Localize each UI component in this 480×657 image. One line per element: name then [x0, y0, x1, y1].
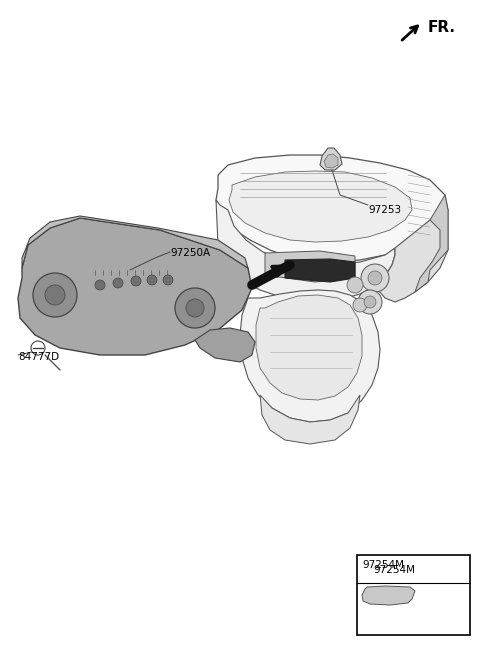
Polygon shape	[415, 195, 448, 292]
Polygon shape	[195, 328, 255, 362]
Polygon shape	[260, 395, 360, 444]
Text: FR.: FR.	[428, 20, 456, 35]
Polygon shape	[285, 259, 355, 282]
Circle shape	[368, 271, 382, 285]
Circle shape	[95, 280, 105, 290]
Circle shape	[358, 290, 382, 314]
Text: 84777D: 84777D	[18, 352, 59, 362]
Text: 97254M: 97254M	[362, 560, 404, 570]
Polygon shape	[378, 210, 448, 302]
Polygon shape	[362, 586, 415, 605]
Circle shape	[113, 278, 123, 288]
Circle shape	[175, 288, 215, 328]
Polygon shape	[320, 148, 342, 170]
Bar	[357, 555, 470, 635]
Text: 97250A: 97250A	[170, 248, 210, 258]
Circle shape	[361, 264, 389, 292]
Circle shape	[163, 275, 173, 285]
Polygon shape	[216, 200, 395, 301]
Circle shape	[147, 275, 157, 285]
Polygon shape	[22, 216, 248, 268]
Circle shape	[131, 276, 141, 286]
Circle shape	[364, 296, 376, 308]
Circle shape	[45, 285, 65, 305]
Circle shape	[33, 273, 77, 317]
Text: 97254M: 97254M	[373, 565, 415, 575]
Polygon shape	[265, 251, 355, 282]
Text: 97253: 97253	[368, 205, 401, 215]
Circle shape	[186, 299, 204, 317]
Polygon shape	[18, 218, 252, 355]
Circle shape	[353, 298, 367, 312]
Polygon shape	[240, 290, 380, 422]
Circle shape	[347, 277, 363, 293]
Polygon shape	[256, 295, 362, 400]
Polygon shape	[229, 171, 412, 242]
Polygon shape	[216, 155, 448, 262]
Polygon shape	[324, 154, 338, 168]
Circle shape	[31, 341, 45, 355]
